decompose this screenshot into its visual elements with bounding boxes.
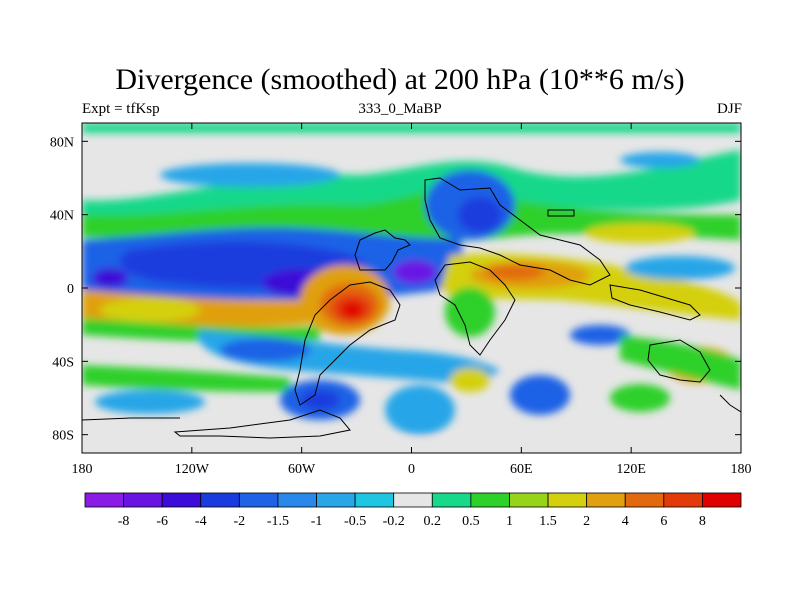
x-axis: 180 120W 60W 0 60E 120E 180: [72, 123, 752, 477]
x-tick-label: 120W: [175, 462, 210, 477]
colorbar-box: [316, 492, 356, 508]
period-label: 333_0_MaBP: [358, 101, 442, 117]
colorbar-label: 4: [622, 514, 629, 529]
y-axis: 80N 40N 0 40S 80S: [50, 135, 741, 444]
y-tick-label: 40S: [52, 355, 74, 370]
colorbar-box: [393, 492, 433, 508]
y-tick-label: 40N: [50, 209, 74, 224]
colorbar-box: [238, 492, 279, 508]
x-tick-label: 120E: [616, 462, 646, 477]
colorbar-label: 0.2: [424, 514, 442, 529]
y-tick-label: 80S: [52, 429, 74, 444]
x-tick-label: 60E: [510, 462, 533, 477]
y-tick-label: 80N: [50, 135, 74, 150]
colorbar-box: [354, 492, 395, 508]
colorbar-box: [470, 492, 510, 508]
experiment-label: Expt = tfKsp: [82, 101, 160, 117]
x-tick-label: 180: [731, 462, 752, 477]
colorbar-label: 1: [506, 514, 513, 529]
colorbar-box: [663, 492, 703, 508]
colorbar-box: [161, 492, 202, 508]
colorbar-label: 1.5: [539, 514, 557, 529]
colorbar-box: [547, 492, 588, 508]
colorbar-box: [702, 492, 742, 508]
x-tick-label: 60W: [288, 462, 316, 477]
colorbar-box: [586, 492, 626, 508]
colorbar-label: -4: [195, 514, 207, 529]
colorbar-label: -6: [156, 514, 168, 529]
colorbar-label: 0.5: [462, 514, 480, 529]
y-tick-label: 0: [67, 282, 74, 297]
continent-outlines: [82, 177, 741, 439]
season-label: DJF: [716, 101, 742, 117]
colorbar-label: 8: [699, 514, 706, 529]
colorbar-box: [84, 492, 124, 508]
colorbar-label: -0.5: [344, 514, 366, 529]
colorbar-label: 2: [583, 514, 590, 529]
colorbar-box: [431, 492, 472, 508]
colorbar-box: [123, 492, 163, 508]
x-tick-label: 0: [408, 462, 415, 477]
colorbar-label: -1.5: [267, 514, 289, 529]
colorbar-label: -1: [311, 514, 323, 529]
x-tick-label: 180: [72, 462, 93, 477]
colorbar: -8 -6 -4 -2 -1.5 -1 -0.5 -0.2 0.2 0.5 1 1.5 2 4 6 8: [84, 492, 742, 529]
colorbar-box: [277, 492, 317, 508]
divergence-field: [82, 123, 741, 453]
colorbar-label: -2: [234, 514, 246, 529]
colorbar-box: [509, 492, 549, 508]
colorbar-label: -8: [118, 514, 130, 529]
colorbar-label: -0.2: [383, 514, 405, 529]
plot-title: Divergence (smoothed) at 200 hPa (10**6 …: [115, 63, 685, 96]
colorbar-box: [200, 492, 240, 508]
colorbar-box: [624, 492, 665, 508]
colorbar-label: 6: [660, 514, 667, 529]
